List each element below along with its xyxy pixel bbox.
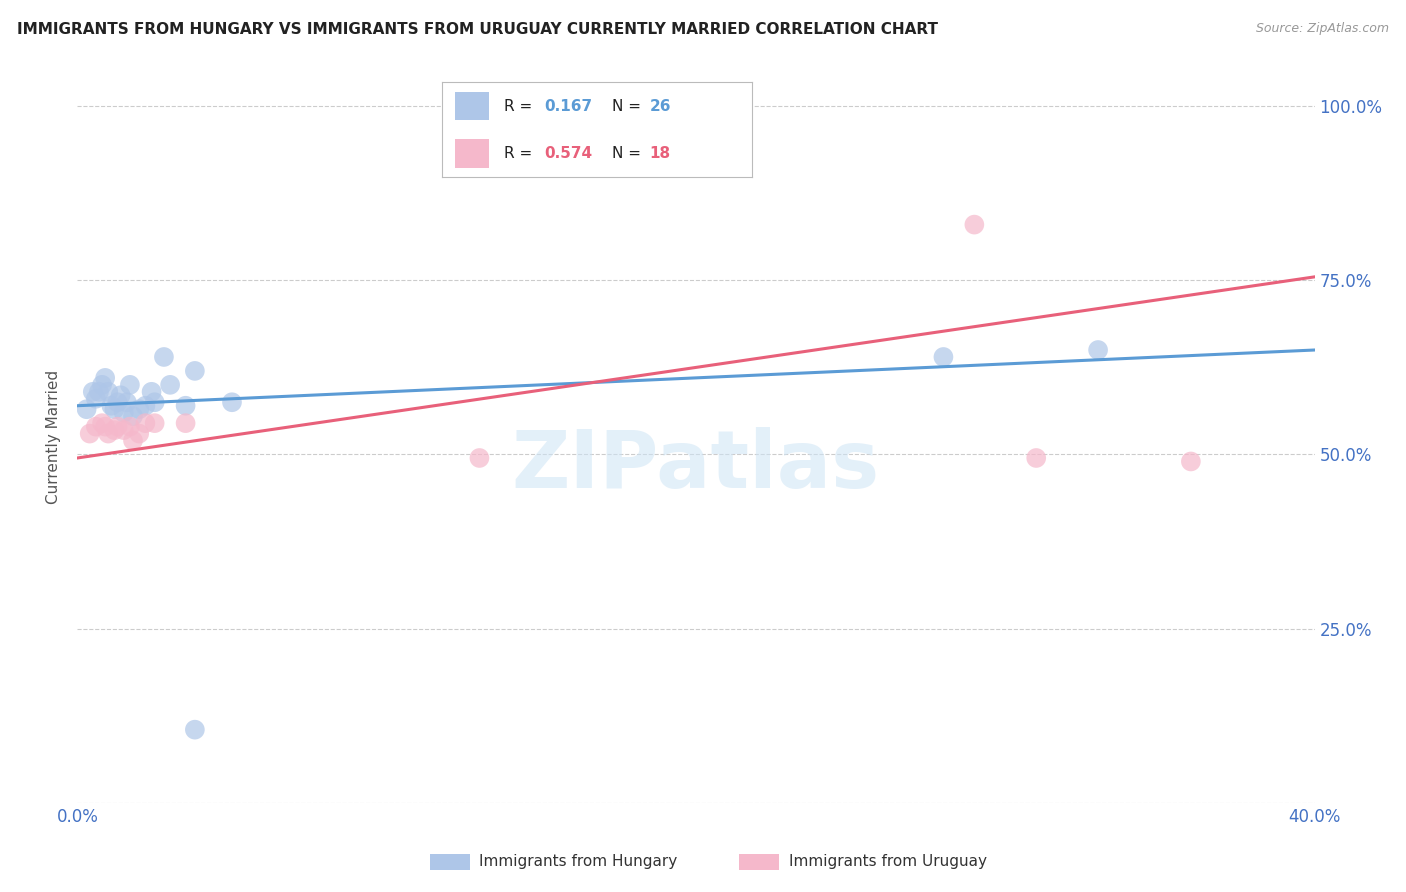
Point [143, 416, 166, 430]
Point [112, 423, 135, 437]
Point [184, 723, 207, 737]
Text: Immigrants from Uruguay: Immigrants from Uruguay [789, 854, 987, 869]
Point [91, 377, 114, 392]
Point [153, 350, 176, 364]
Point [122, 434, 145, 448]
Point [79, 426, 101, 441]
Point [82, 384, 104, 399]
Point [963, 218, 986, 232]
Point [141, 384, 163, 399]
Point [76, 402, 98, 417]
Y-axis label: Currently Married: Currently Married [46, 370, 62, 504]
FancyBboxPatch shape [430, 854, 470, 870]
Text: Source: ZipAtlas.com: Source: ZipAtlas.com [1256, 22, 1389, 36]
Point [97, 426, 120, 441]
Point [122, 409, 145, 424]
Text: ZIPatlas: ZIPatlas [512, 427, 880, 506]
Point [94, 419, 117, 434]
Text: Immigrants from Hungary: Immigrants from Hungary [479, 854, 678, 869]
Point [84, 392, 107, 406]
Point [174, 399, 197, 413]
Point [118, 419, 141, 434]
Point [221, 395, 243, 409]
Point [110, 388, 132, 402]
Text: IMMIGRANTS FROM HUNGARY VS IMMIGRANTS FROM URUGUAY CURRENTLY MARRIED CORRELATION: IMMIGRANTS FROM HUNGARY VS IMMIGRANTS FR… [17, 22, 938, 37]
Point [84, 419, 107, 434]
Point [115, 395, 138, 409]
Point [134, 416, 156, 430]
Point [94, 371, 117, 385]
Point [107, 419, 129, 434]
Point [107, 395, 129, 409]
Point [159, 377, 181, 392]
Point [128, 426, 150, 441]
Point [184, 364, 207, 378]
Point [134, 399, 156, 413]
Point [143, 395, 166, 409]
Point [1025, 450, 1047, 465]
Point [97, 384, 120, 399]
Point [468, 450, 491, 465]
Point [174, 416, 197, 430]
Point [91, 416, 114, 430]
Point [118, 377, 141, 392]
Point [87, 384, 110, 399]
Point [1180, 454, 1202, 468]
Point [932, 350, 955, 364]
Point [128, 402, 150, 417]
FancyBboxPatch shape [740, 854, 779, 870]
Point [1087, 343, 1109, 357]
Point [100, 399, 122, 413]
Point [103, 423, 125, 437]
Point [103, 402, 125, 417]
Point [112, 406, 135, 420]
